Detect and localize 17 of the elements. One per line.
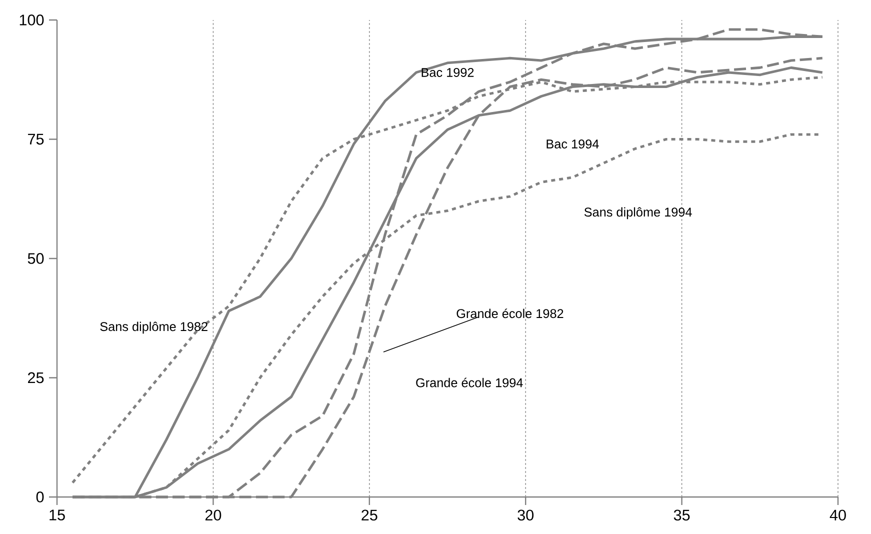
x-tick-label: 25	[362, 510, 378, 521]
y-tick-label: 0	[36, 492, 44, 502]
annotation: Bac 1994	[546, 140, 599, 148]
y-tick-label: 25	[28, 372, 44, 384]
y-tick-label: 100	[20, 14, 44, 26]
x-tick-label: 15	[50, 510, 65, 520]
x-tick-label: 35	[674, 510, 690, 521]
x-tick-label: 30	[518, 510, 534, 521]
annotation: Grande école 1994	[416, 378, 523, 388]
y-tick-label: 50	[28, 253, 44, 264]
annotation: Grande école 1982	[456, 308, 564, 318]
annotation: Sans diplôme 1994	[584, 207, 692, 220]
annotation: Sans diplôme 1982	[100, 322, 208, 334]
y-tick-label: 75	[28, 134, 44, 145]
annotation: Bac 1992	[422, 68, 474, 77]
x-tick-label: 20	[205, 510, 222, 521]
x-tick-label: 40	[830, 510, 846, 521]
